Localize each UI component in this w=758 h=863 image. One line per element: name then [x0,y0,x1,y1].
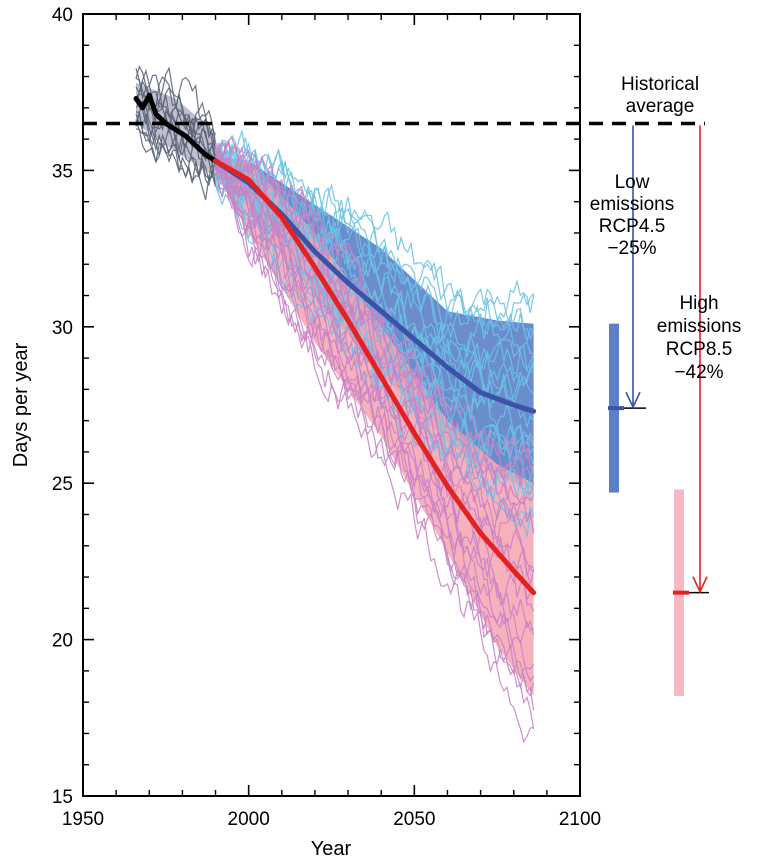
rcp45-models-line [215,130,535,321]
y-tick-label: 20 [52,631,73,652]
historical-models-line [135,109,216,146]
rcp85-models-line [214,141,535,536]
y-tick-label: 40 [52,5,73,26]
historical-average-label: average [626,96,695,117]
rcp45-arrow-head [625,391,641,410]
rcp85-mean-line [213,158,537,596]
high-emissions-label: −42% [674,362,723,383]
rcp85-models-line [214,157,535,612]
rcp85-models-line [214,150,534,646]
rcp85-models-line [215,140,535,462]
rcp45-models-line [215,151,535,401]
low-emissions-label: RCP4.5 [599,216,666,237]
rcp85-models-line [214,161,535,730]
historical-models-line [135,128,217,200]
rcp85-models-line [215,156,535,636]
rcp45-models-line [214,139,535,371]
x-tick-label: 2000 [228,809,270,830]
plot-frame [82,13,581,797]
y-tick-label: 30 [52,318,73,339]
x-tick-label: 2100 [559,809,601,830]
historical-average-label: Historical [621,74,699,95]
y-tick-label: 15 [52,787,73,808]
historical-models-line [135,113,217,177]
rcp85-models-line [215,160,534,577]
rcp45-models-line [214,172,535,524]
rcp45-models-line [214,150,534,374]
low-emissions-label: emissions [590,194,674,215]
low-emissions-label: Low [615,172,650,193]
y-tick-label: 35 [52,161,73,182]
high-emissions-label: RCP8.5 [666,339,733,360]
y-tick-label: 25 [52,474,73,495]
rcp85-arrow-head [692,576,708,594]
rcp45-models-line [214,134,535,374]
historical-models-line [135,94,216,158]
observed-line [133,92,218,164]
x-axis-label: Year [311,838,352,860]
x-tick-label: 1950 [62,809,104,830]
y-axis-label: Days per year [10,342,32,467]
high-emissions-label: emissions [657,316,741,337]
rcp85-models-line [215,165,535,606]
x-tick-label: 2050 [393,809,435,830]
high-emissions-label: High [679,293,718,314]
historical-models-line [135,99,217,188]
low-emissions-label: −25% [607,238,656,259]
